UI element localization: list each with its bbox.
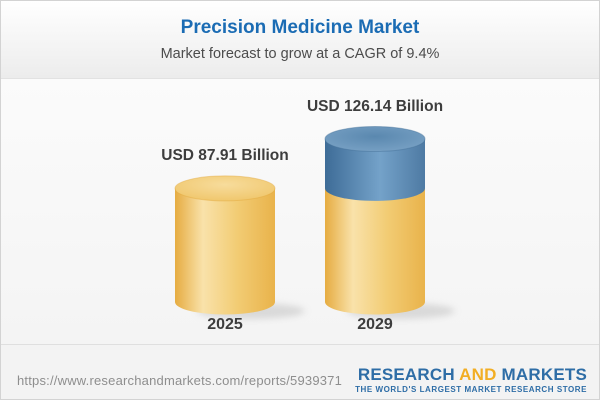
footer: https://www.researchandmarkets.com/repor… [1, 344, 599, 399]
bar-year-label: 2025 [207, 316, 243, 333]
page-title: Precision Medicine Market [180, 17, 420, 38]
cylinder-2029-cap [324, 126, 426, 152]
bar-value-label: USD 126.14 Billion [306, 97, 444, 115]
logo-word-and: AND [459, 365, 497, 384]
cylinder-bar-chart [174, 126, 455, 319]
header: Precision Medicine Market Market forecas… [1, 1, 599, 79]
bar-value-label: USD 87.91 Billion [161, 146, 289, 164]
cylinder-2029-gold-segment [325, 188, 425, 315]
report-url: https://www.researchandmarkets.com/repor… [17, 372, 343, 388]
page-subtitle: Market forecast to grow at a CAGR of 9.4… [160, 46, 440, 62]
chart-area: USD 87.91 Billion USD 126.14 Billion 202… [1, 79, 599, 344]
logo-word-markets: MARKETS [501, 365, 587, 384]
cylinder-2025-body [175, 188, 275, 315]
bar-year-label: 2029 [357, 316, 393, 333]
logo-word-research: RESEARCH [357, 365, 455, 384]
cylinder-2029-blue-segment [325, 139, 425, 201]
logo-tagline: THE WORLD'S LARGEST MARKET RESEARCH STOR… [355, 385, 587, 394]
cylinder-2025-cap [174, 175, 276, 202]
logo-wordmark: RESEARCH AND MARKETS [355, 366, 587, 383]
research-and-markets-logo: RESEARCH AND MARKETS THE WORLD'S LARGEST… [355, 366, 587, 394]
